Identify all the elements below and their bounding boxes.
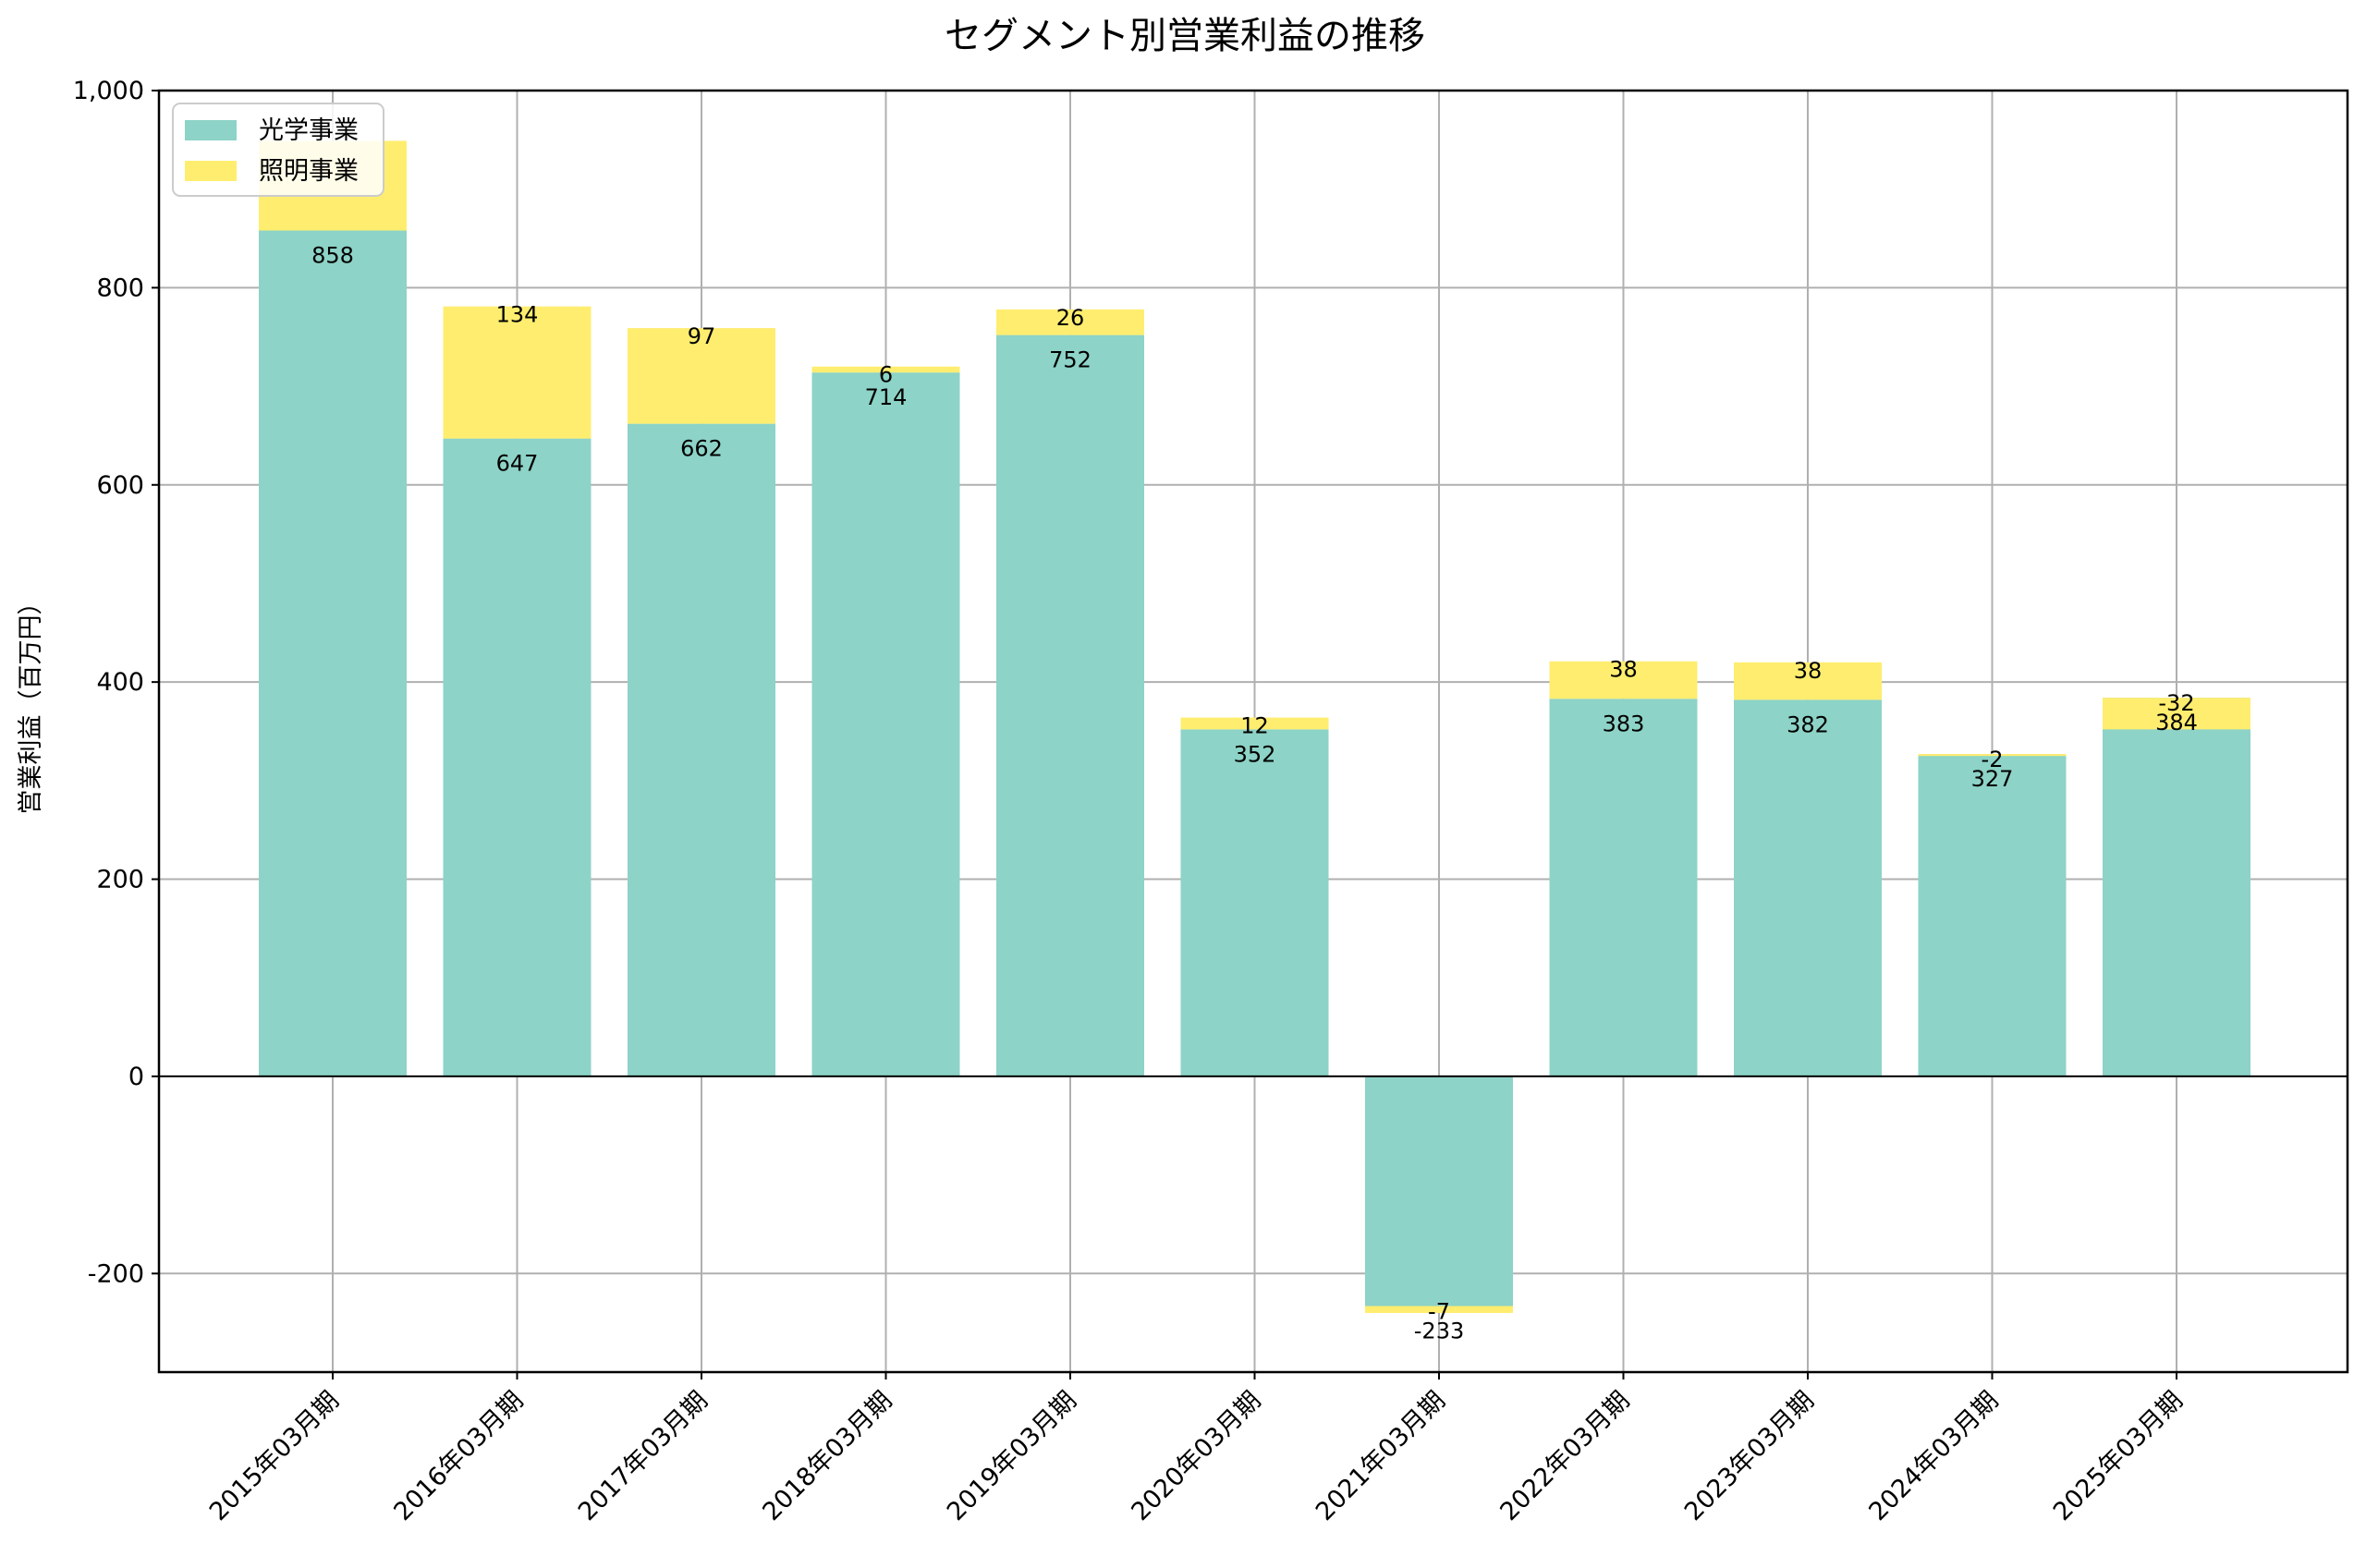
- bar-lighting: [1918, 754, 2067, 757]
- bar-lighting: [1549, 661, 1698, 699]
- x-tick-label: 2017年03月期: [573, 1386, 713, 1526]
- data-label-lighting: 38: [1609, 657, 1638, 683]
- bar-optical: [628, 423, 775, 1076]
- data-label-optical: 714: [865, 384, 908, 410]
- y-tick-label: 400: [96, 668, 144, 697]
- bar-lighting: [1365, 1306, 1513, 1313]
- y-tick-label: 0: [128, 1063, 144, 1091]
- bar-optical: [996, 334, 1144, 1076]
- bar-optical: [1180, 729, 1329, 1076]
- data-label-optical: 858: [311, 243, 354, 269]
- data-label-optical: -233: [1414, 1319, 1464, 1344]
- data-label-lighting: -2: [1982, 747, 2004, 772]
- legend-label-optical: 光学事業: [259, 116, 359, 145]
- bar-lighting: [2103, 698, 2250, 730]
- data-label-optical: 662: [680, 436, 723, 462]
- data-label-optical: 647: [496, 451, 539, 477]
- data-label-lighting: 38: [1794, 658, 1823, 684]
- x-tick-label: 2019年03月期: [942, 1386, 1082, 1526]
- bar-lighting: [1180, 717, 1329, 730]
- x-tick-label: 2021年03月期: [1311, 1386, 1451, 1526]
- data-label-lighting: -32: [2158, 690, 2194, 716]
- bar-layer: [259, 140, 2250, 1313]
- bar-lighting: [443, 306, 592, 439]
- data-label-lighting: 97: [688, 323, 716, 349]
- bar-optical: [1549, 699, 1698, 1076]
- y-tick-label: -200: [88, 1259, 144, 1288]
- data-label-optical: 327: [1971, 766, 2014, 792]
- data-label-optical: 352: [1234, 741, 1276, 767]
- bar-optical: [1365, 1076, 1513, 1307]
- bar-lighting: [811, 366, 960, 373]
- bar-lighting: [1734, 662, 1882, 700]
- y-tick-label: 1,000: [73, 77, 144, 105]
- bar-optical: [811, 372, 960, 1076]
- plot-frame: [157, 89, 2349, 1374]
- bar-optical: [2103, 698, 2250, 1076]
- y-axis-label: 営業利益（百万円）: [17, 590, 45, 815]
- legend-swatch-optical: [185, 120, 237, 140]
- bar-lighting: [996, 309, 1144, 335]
- y-tick-label: 200: [96, 866, 144, 894]
- bar-optical: [1734, 699, 1882, 1076]
- bar-optical: [259, 230, 407, 1076]
- x-tick-label: 2016年03月期: [388, 1386, 529, 1526]
- bar-lighting: [628, 328, 775, 424]
- bar-optical: [443, 438, 592, 1076]
- x-tick-label: 2022年03月期: [1494, 1386, 1635, 1526]
- data-label-optical: 383: [1603, 711, 1645, 736]
- x-tick-label: 2023年03月期: [1679, 1386, 1820, 1526]
- x-tick-label: 2025年03月期: [2048, 1386, 2189, 1526]
- y-tick-label: 800: [96, 273, 144, 302]
- x-tick-label: 2018年03月期: [757, 1386, 897, 1526]
- legend: 光学事業 照明事業: [172, 103, 384, 197]
- legend-label-lighting: 照明事業: [259, 157, 359, 186]
- data-label-optical: 384: [2155, 710, 2198, 735]
- data-label-lighting: 12: [1240, 713, 1269, 739]
- y-tick-label: 600: [96, 471, 144, 500]
- data-label-lighting: 134: [496, 302, 539, 328]
- legend-swatch-lighting: [185, 161, 237, 181]
- x-tick-label: 2015年03月期: [204, 1386, 345, 1526]
- x-tick-label: 2020年03月期: [1126, 1386, 1266, 1526]
- data-label-optical: 752: [1049, 347, 1092, 373]
- bar-optical: [1918, 754, 2067, 1076]
- data-label-optical: 382: [1787, 711, 1829, 737]
- x-tick-label: 2024年03月期: [1863, 1386, 2004, 1526]
- data-label-lighting: 26: [1056, 305, 1085, 331]
- chart-title: セグメント別営業利益の推移: [945, 15, 1425, 57]
- data-label-lighting: 6: [879, 362, 893, 388]
- data-label-lighting: -7: [1428, 1299, 1450, 1325]
